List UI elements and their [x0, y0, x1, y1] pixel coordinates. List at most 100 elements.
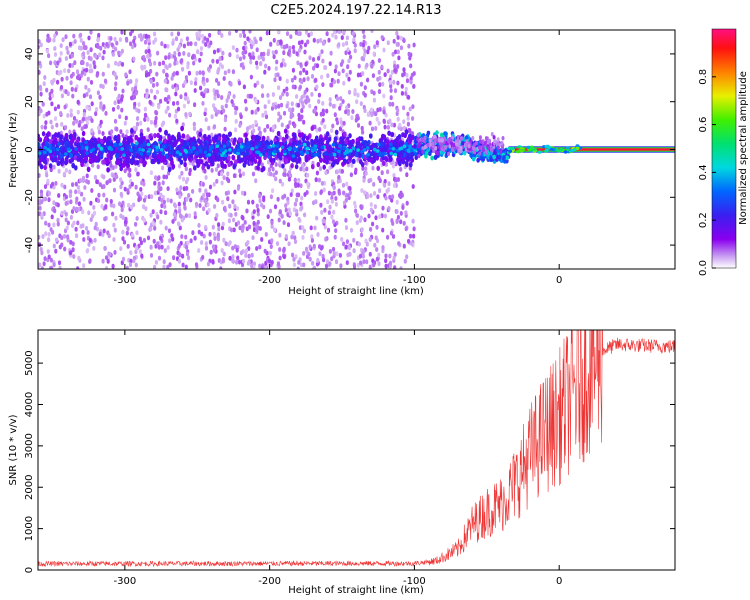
spectrogram-cell [278, 247, 282, 252]
spectrogram-cell [82, 41, 86, 46]
spectrogram-cell [396, 116, 400, 122]
spectrogram-cell [171, 219, 175, 224]
spectrogram-cell [300, 114, 304, 120]
spectrogram-cell [253, 83, 257, 88]
spectrogram-cell [286, 222, 291, 228]
spectrogram-cell [276, 153, 281, 159]
spectrogram-cell [182, 186, 186, 192]
spectrogram-cell [38, 262, 42, 268]
spectrogram-cell [339, 263, 343, 269]
spectrogram-cell [390, 197, 394, 203]
spectrogram-cell [154, 119, 158, 124]
spectrogram-cell [113, 135, 118, 141]
spectrogram-cell [193, 235, 197, 241]
spectrogram-cell [360, 188, 364, 193]
spectrogram-cell [239, 250, 243, 256]
spectrogram-cell [66, 91, 70, 97]
spectrogram-cell [52, 262, 56, 268]
spectrogram-cell [154, 110, 158, 115]
spectrogram-cell [119, 184, 123, 190]
spectrogram-cell [120, 207, 124, 213]
spectrogram-cell [43, 75, 47, 80]
spectrogram-cell [56, 104, 61, 110]
spectrogram-cell [178, 252, 182, 258]
spectrogram-cell [228, 203, 232, 209]
spectrogram-cell [388, 260, 393, 266]
spectrogram-cell [266, 135, 270, 141]
spectrogram-cell [97, 137, 101, 143]
spectrogram-cell [255, 134, 260, 141]
spectrogram-cell [200, 231, 204, 237]
spectrogram-cell [375, 247, 379, 252]
spectrogram-cell [333, 68, 337, 74]
spectrogram-cell [68, 63, 72, 68]
spectrogram-cell [198, 131, 202, 137]
spectrogram-cell [156, 50, 160, 56]
spectrogram-cell [267, 258, 272, 264]
spectrogram-cell [405, 200, 409, 206]
spectrogram-cell [299, 166, 303, 172]
spectrogram-cell [201, 182, 205, 187]
spectrogram-cell [187, 52, 191, 58]
spectrogram-cell [50, 101, 54, 107]
spectrogram-cell [163, 248, 167, 254]
spectrogram-cell [406, 116, 410, 121]
spectrogram-cell [163, 157, 167, 163]
spectrogram-cell [64, 56, 68, 61]
spectrogram-cell [179, 94, 183, 100]
spectrogram-cell [82, 263, 86, 268]
spectrogram-cell [149, 119, 154, 125]
spectrogram-cell [374, 111, 378, 117]
spectrogram-cell [301, 225, 305, 231]
spectrogram-cell [180, 58, 184, 63]
spectrogram-cell [290, 101, 294, 107]
spectrogram-cell [125, 129, 129, 135]
spectrogram-cell [258, 193, 262, 199]
spectrogram-cell [149, 212, 153, 218]
spectrogram-cell [172, 101, 176, 106]
spectrogram-cell [215, 213, 219, 218]
spectrogram-cell [159, 186, 163, 192]
spectrogram-cell [331, 162, 335, 168]
spectrogram-cell [278, 178, 282, 184]
spectrogram-cell [388, 101, 392, 107]
spectrogram-cell [214, 148, 218, 154]
spectrogram-cell [39, 164, 44, 170]
spectrogram-cell [201, 70, 205, 76]
spectrogram-cell [62, 234, 67, 239]
spectrogram-cell [73, 131, 77, 138]
spectrogram-cell [109, 202, 113, 208]
spectrogram-cell [394, 49, 398, 55]
spectrogram-cell [130, 95, 134, 101]
spectrogram-cell [200, 240, 204, 245]
spectrogram-cell [189, 197, 193, 203]
spectrogram-cell [202, 193, 206, 198]
spectrogram-cell [348, 186, 352, 191]
spectrogram-cell [276, 196, 280, 202]
spectrogram-cell [110, 129, 114, 135]
spectrogram-cell [345, 35, 349, 41]
spectrogram-cell [291, 84, 295, 90]
spectrogram-cell [359, 81, 363, 87]
spectrogram-cell [60, 157, 65, 163]
spectrogram-cell [96, 164, 100, 170]
spectrogram-cell [269, 194, 273, 200]
spectrogram-cell [159, 235, 163, 241]
spectrogram-cell [164, 109, 168, 114]
spectrogram-cell [322, 218, 326, 224]
spectrogram-cell [330, 82, 334, 88]
spectrogram-cell [249, 39, 253, 45]
spectrogram-cell [153, 190, 157, 196]
spectrogram-cell [256, 80, 260, 86]
spectrogram-cell [297, 116, 301, 122]
spectrogram-cell [178, 225, 182, 231]
spectrogram-cell [60, 122, 64, 127]
spectrogram-cell [392, 173, 396, 178]
spectrogram-cell [147, 38, 151, 43]
spectrogram-cell [384, 263, 388, 269]
spectrogram-cell [277, 30, 281, 34]
spectrogram-cell [153, 180, 157, 186]
spectrogram-cell [377, 69, 381, 75]
spectrogram-cell [201, 34, 205, 39]
spectrogram-cell [159, 219, 163, 225]
